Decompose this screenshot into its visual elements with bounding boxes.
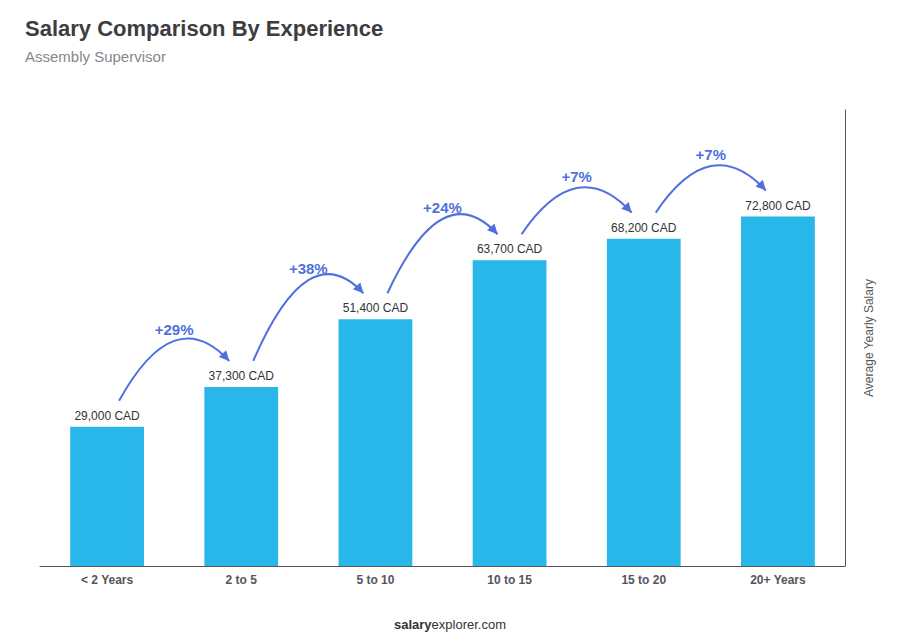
svg-text:20+ Years: 20+ Years (750, 573, 806, 587)
svg-text:15 to 20: 15 to 20 (621, 573, 666, 587)
svg-text:63,700 CAD: 63,700 CAD (477, 242, 543, 256)
svg-text:+29%: +29% (155, 321, 194, 338)
svg-text:explorer.com: explorer.com (432, 617, 506, 632)
svg-text:72,800 CAD: 72,800 CAD (745, 199, 811, 213)
svg-text:10 to 15: 10 to 15 (487, 573, 532, 587)
svg-text:salary: salary (394, 617, 432, 632)
svg-text:2 to 5: 2 to 5 (226, 573, 258, 587)
svg-text:51,400 CAD: 51,400 CAD (343, 301, 409, 315)
svg-text:Average Yearly Salary: Average Yearly Salary (862, 279, 876, 397)
svg-text:+38%: +38% (289, 260, 328, 277)
svg-text:68,200 CAD: 68,200 CAD (611, 221, 677, 235)
svg-text:5 to 10: 5 to 10 (356, 573, 394, 587)
svg-text:29,000 CAD: 29,000 CAD (74, 409, 140, 423)
svg-text:Assembly Supervisor: Assembly Supervisor (25, 48, 166, 65)
svg-text:< 2 Years: < 2 Years (81, 573, 133, 587)
svg-text:Salary Comparison By Experienc: Salary Comparison By Experience (25, 16, 383, 41)
svg-text:+24%: +24% (423, 199, 462, 216)
svg-text:+7%: +7% (561, 168, 591, 185)
svg-text:37,300 CAD: 37,300 CAD (209, 369, 275, 383)
svg-text:+7%: +7% (696, 146, 726, 163)
